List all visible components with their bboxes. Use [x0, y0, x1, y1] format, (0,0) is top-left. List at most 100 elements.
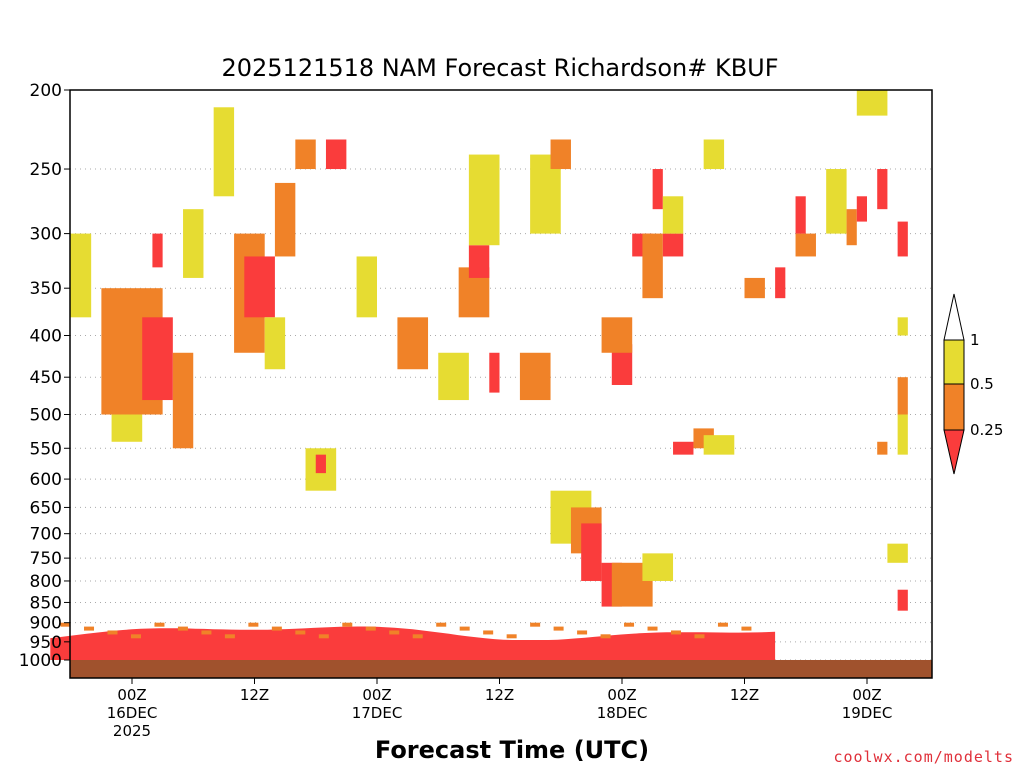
x-tick-label: 16DEC — [107, 704, 158, 722]
ri-cell — [846, 209, 857, 246]
ri-cell — [647, 626, 658, 631]
x-tick-label: 19DEC — [842, 704, 893, 722]
ri-cell — [775, 267, 786, 299]
y-tick-label: 600 — [30, 470, 62, 490]
x-tick-label: 17DEC — [352, 704, 403, 722]
colorbar-arrow-top — [943, 293, 965, 341]
ri-cell — [795, 196, 806, 234]
colorbar-bin — [943, 383, 965, 431]
colorbar-arrow-bottom — [943, 429, 965, 475]
ri-cell — [468, 154, 500, 246]
ri-cell — [887, 543, 908, 563]
y-axis: 200 250 300 350 400 450 500 550 600 650 700 750 8008… — [19, 81, 70, 671]
ri-cell — [601, 317, 633, 353]
ri-cell — [365, 626, 376, 631]
ri-cell — [248, 622, 259, 627]
y-tick-label: 250 — [30, 160, 62, 180]
ri-cell — [694, 634, 705, 639]
ri-cell — [274, 182, 296, 257]
plot-area — [50, 89, 933, 679]
ri-cell — [652, 169, 663, 210]
ri-cell — [213, 107, 235, 197]
ri-cell — [581, 523, 602, 581]
ri-cell — [152, 233, 163, 268]
ri-cell — [183, 209, 204, 278]
ri-cell — [897, 317, 908, 336]
ri-cell — [897, 589, 908, 611]
ri-cell — [553, 626, 564, 631]
x-axis-label: Forecast Time (UTC) — [375, 736, 649, 764]
x-tick-label: 18DEC — [597, 704, 648, 722]
ri-cell — [84, 626, 95, 631]
x-tick-label: 12Z — [485, 686, 514, 704]
x-tick-label: 12Z — [240, 686, 269, 704]
ri-cell — [877, 169, 888, 210]
ri-cell — [519, 352, 551, 401]
x-tick-label: 2025 — [113, 722, 151, 740]
ri-cell — [530, 622, 541, 627]
x-tick-label: 00Z — [852, 686, 881, 704]
ri-cell — [744, 277, 765, 299]
ground-band — [70, 660, 932, 678]
x-tick-label: 00Z — [607, 686, 636, 704]
ri-cell — [142, 317, 173, 401]
credit-text[interactable]: coolwx.com/modelts — [833, 748, 1014, 766]
ri-cell — [577, 630, 588, 635]
ri-cell — [550, 139, 571, 170]
ri-cell — [172, 352, 194, 449]
ri-cell — [70, 233, 92, 318]
ri-cell — [154, 622, 165, 627]
ri-cell — [795, 233, 816, 257]
y-tick-label: 850 — [30, 593, 62, 613]
ri-cell — [325, 139, 347, 170]
ri-cell — [897, 414, 908, 455]
ri-cell — [60, 622, 71, 627]
y-tick-label: 500 — [30, 406, 62, 426]
ri-cell — [611, 344, 633, 385]
ri-cell — [506, 634, 517, 639]
ri-cell — [483, 630, 494, 635]
ri-cell — [717, 622, 728, 627]
ri-cell — [397, 317, 429, 370]
ri-cell — [600, 634, 611, 639]
ri-cell — [741, 626, 752, 631]
ri-cell — [877, 441, 888, 455]
ri-cell — [438, 352, 469, 401]
y-tick-label: 550 — [30, 439, 62, 459]
x-tick-label: 00Z — [362, 686, 391, 704]
plot-frame — [69, 89, 933, 679]
ri-cell — [703, 139, 725, 170]
chart-title: 2025121518 NAM Forecast Richardson# KBUF — [221, 54, 778, 82]
y-tick-label: 200 — [30, 81, 62, 101]
ri-cell — [436, 622, 447, 627]
ri-cell — [130, 634, 141, 639]
colorbar-label: 1 — [970, 331, 980, 349]
ri-cell — [295, 630, 306, 635]
colorbar-label: 0.25 — [970, 421, 1003, 439]
ri-cell — [662, 196, 684, 234]
y-tick-label: 700 — [30, 525, 62, 545]
ri-cell — [244, 256, 275, 318]
ri-cell — [315, 454, 326, 474]
x-tick-label: 12Z — [730, 686, 759, 704]
y-tick-label: 400 — [30, 326, 62, 346]
ri-cell — [356, 256, 377, 318]
ri-cell — [111, 414, 143, 442]
y-tick-label: 750 — [30, 549, 62, 569]
colorbar-legend: 1 0.5 0.25 — [943, 293, 1003, 475]
ri-cell — [264, 317, 286, 370]
y-tick-label: 950 — [30, 633, 62, 653]
ri-cell — [897, 221, 908, 257]
y-tick-label: 900 — [30, 614, 62, 634]
ri-cell — [703, 435, 735, 455]
ri-cell — [624, 622, 635, 627]
ri-cell — [662, 233, 684, 257]
ri-cell — [412, 634, 423, 639]
ri-cell — [177, 626, 188, 631]
y-tick-label: 300 — [30, 225, 62, 245]
ri-cell — [201, 630, 212, 635]
ri-cell — [897, 377, 908, 415]
ri-cell — [489, 352, 500, 393]
